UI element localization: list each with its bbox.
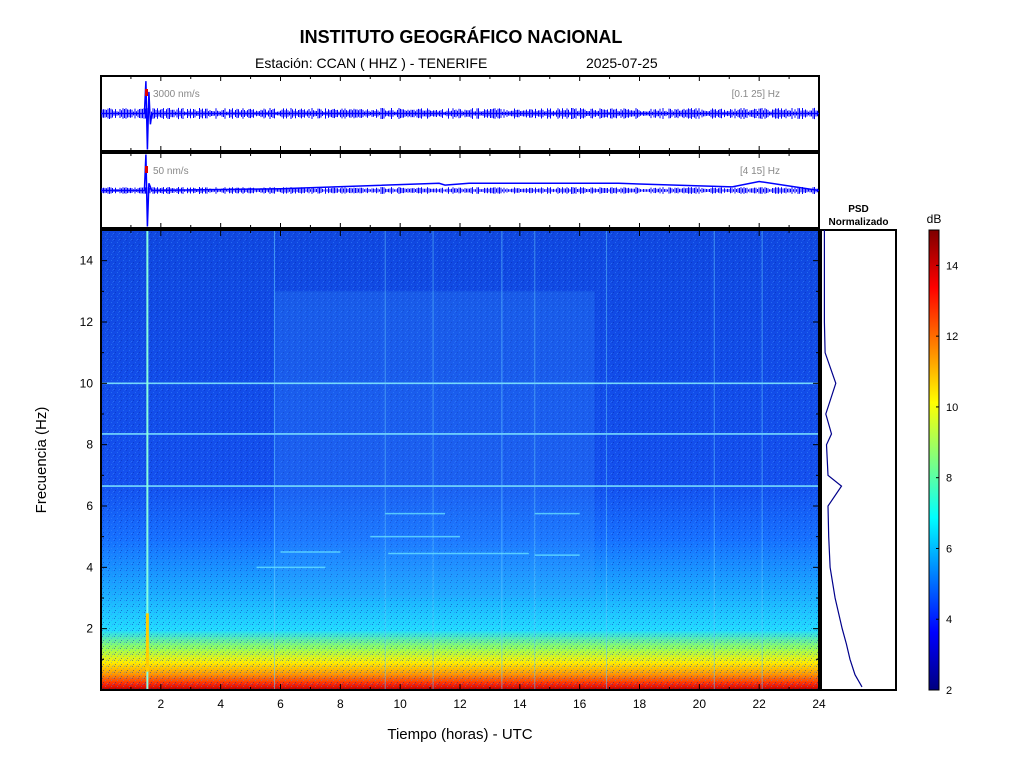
y-tick-label: 6: [86, 499, 93, 513]
seismogram-broadband-scale-marker: [145, 89, 148, 96]
y-tick-label: 4: [86, 560, 93, 574]
seismogram-filtered-scale-label: 50 nm/s: [153, 166, 189, 177]
y-tick-label: 14: [80, 254, 94, 268]
spectrogram-day-noise: [274, 291, 595, 598]
x-tick-label: 18: [633, 697, 647, 711]
x-tick-label: 4: [217, 697, 224, 711]
date-label: 2025-07-25: [586, 55, 658, 71]
x-axis-label: Tiempo (horas) - UTC: [387, 726, 532, 743]
x-tick-label: 2: [157, 697, 164, 711]
seismogram-filtered-scale-marker: [145, 166, 148, 173]
colorbar-tick-label: 6: [946, 543, 952, 555]
spectrogram-noise: [101, 230, 819, 690]
colorbar-tick-label: 14: [946, 260, 958, 272]
y-tick-label: 8: [86, 438, 93, 452]
colorbar: [928, 229, 940, 691]
x-tick-label: 10: [393, 697, 407, 711]
x-tick-label: 6: [277, 697, 284, 711]
psd-frame: [820, 229, 897, 691]
psd-subtitle: Normalizado: [828, 217, 888, 228]
seismogram-broadband-scale-label: 3000 nm/s: [153, 89, 200, 100]
seismogram-filtered-trace: [101, 154, 820, 227]
seismogram-broadband-filter-label: [0.1 25] Hz: [732, 89, 780, 100]
seismogram-filtered-filter-label: [4 15] Hz: [740, 166, 780, 177]
colorbar-label: dB: [927, 212, 942, 226]
colorbar-tick-label: 10: [946, 402, 958, 414]
x-tick-label: 14: [513, 697, 527, 711]
x-tick-label: 16: [573, 697, 587, 711]
psd-title: PSD: [848, 204, 869, 215]
x-tick-label: 22: [752, 697, 766, 711]
psd-curve: [823, 230, 863, 688]
y-axis-label: Frecuencia (Hz): [33, 407, 50, 514]
colorbar-tick-label: 4: [946, 614, 952, 626]
seismogram-broadband-trace: [101, 81, 819, 150]
y-tick-label: 12: [80, 315, 94, 329]
colorbar-tick-label: 2: [946, 685, 952, 697]
x-tick-label: 20: [693, 697, 707, 711]
page-title: INSTITUTO GEOGRÁFICO NACIONAL: [299, 27, 623, 47]
colorbar-tick-label: 12: [946, 331, 958, 343]
x-tick-label: 12: [453, 697, 467, 711]
x-tick-label: 8: [337, 697, 344, 711]
y-tick-label: 2: [86, 622, 93, 636]
station-label: Estación: CCAN ( HHZ ) - TENERIFE: [255, 55, 488, 71]
y-tick-label: 10: [80, 376, 94, 390]
colorbar-tick-label: 8: [946, 473, 952, 485]
x-tick-label: 24: [812, 697, 826, 711]
